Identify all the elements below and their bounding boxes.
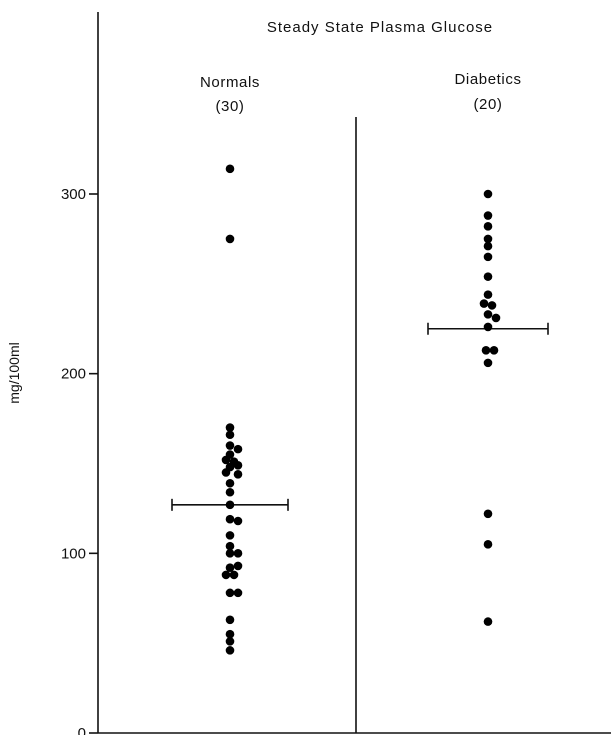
chart-title: Steady State Plasma Glucose (267, 19, 493, 36)
group-label-normals: Normals (200, 74, 260, 91)
data-point (489, 346, 499, 355)
data-point (225, 549, 235, 558)
data-point (491, 313, 501, 323)
group-label-diabetics: Diabetics (454, 71, 521, 88)
data-point (483, 290, 493, 299)
data-point (225, 563, 235, 573)
data-point (225, 531, 235, 540)
data-point (221, 455, 231, 465)
y-tick-label: 200 (61, 366, 86, 383)
data-point (233, 444, 243, 454)
data-point (225, 423, 235, 432)
data-point (483, 272, 493, 281)
data-point (483, 322, 493, 332)
data-point (221, 468, 231, 477)
data-point (233, 549, 243, 558)
data-point (225, 514, 235, 524)
data-point (483, 222, 493, 231)
data-point (483, 241, 493, 251)
group-count-diabetics: (20) (473, 96, 502, 113)
data-point (225, 430, 235, 440)
data-point (483, 234, 493, 244)
y-axis-ticks: 0 100 200 300 (61, 186, 98, 735)
data-point (483, 211, 493, 220)
data-point (225, 441, 235, 450)
data-point (225, 234, 235, 244)
data-point (229, 570, 239, 580)
data-point (225, 588, 235, 598)
data-point (225, 615, 235, 625)
data-point (483, 358, 493, 368)
data-point (479, 299, 489, 308)
data-point (225, 541, 235, 551)
data-points (221, 164, 501, 655)
y-tick-label: 300 (61, 186, 86, 203)
data-point (483, 617, 493, 626)
data-point (233, 561, 243, 571)
data-point (233, 469, 243, 479)
data-point (225, 500, 235, 510)
data-point (221, 570, 231, 580)
data-point (225, 164, 235, 174)
data-point (483, 189, 493, 199)
data-point (225, 629, 235, 639)
y-tick-label: 100 (61, 545, 86, 562)
y-tick-label: 0 (78, 725, 86, 735)
group-count-normals: (30) (215, 98, 244, 115)
axes (97, 12, 611, 734)
data-point (225, 637, 235, 646)
data-point (487, 301, 497, 310)
data-point (225, 646, 235, 655)
data-point (483, 509, 493, 519)
data-point (225, 478, 235, 488)
data-point (233, 516, 243, 526)
y-axis-label: mg/100ml (6, 342, 22, 403)
data-point (483, 310, 493, 319)
data-point (481, 346, 491, 355)
data-point (233, 460, 243, 470)
data-point (483, 540, 493, 549)
data-point (233, 588, 243, 598)
data-point (483, 252, 493, 262)
data-point (225, 487, 235, 497)
